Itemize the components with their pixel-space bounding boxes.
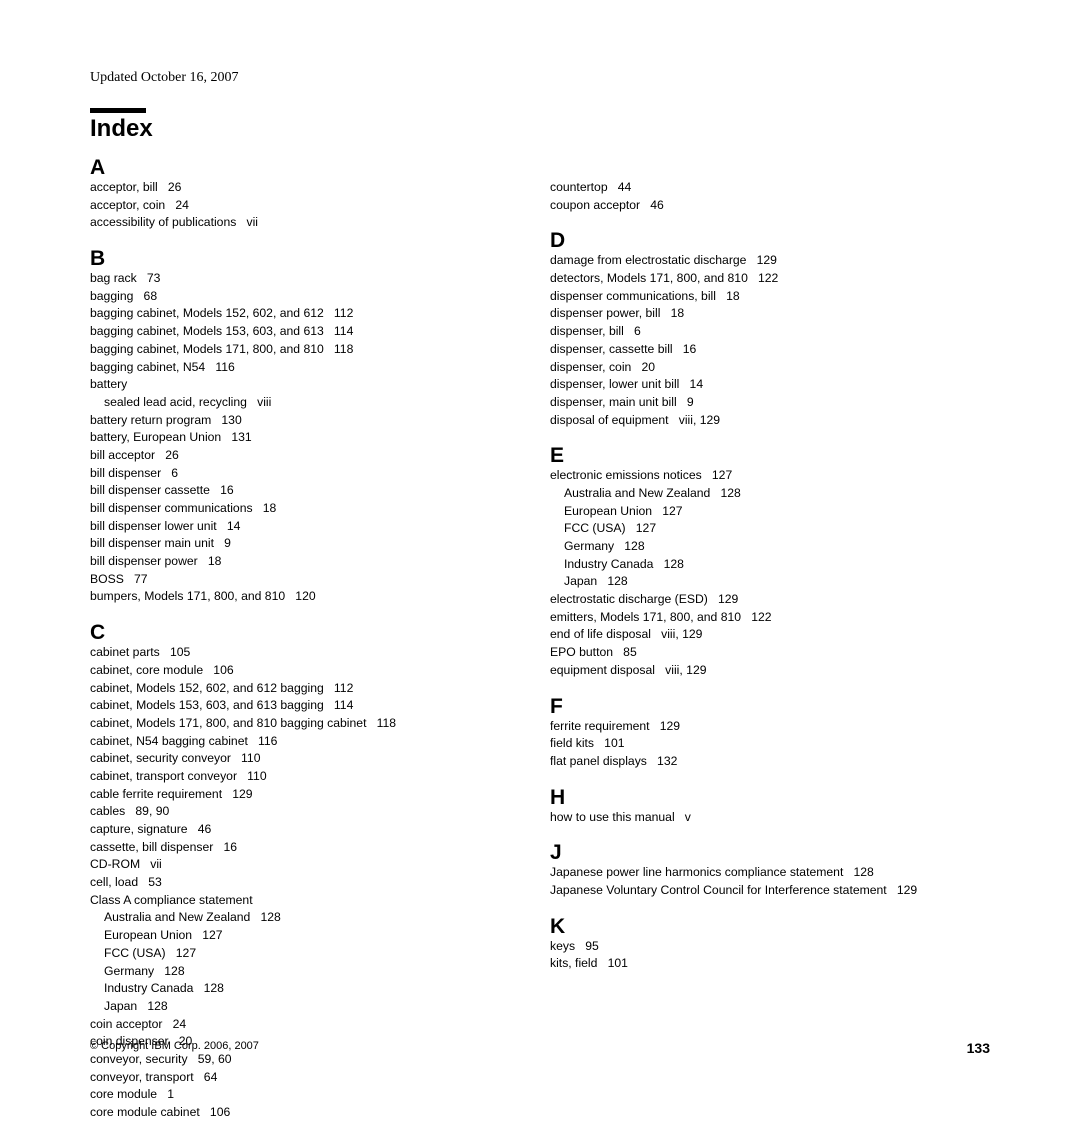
index-page: Updated October 16, 2007 Index Aacceptor… [90, 70, 990, 1122]
index-entry: conveyor, transport 64 [90, 1069, 500, 1087]
section-letter: E [550, 445, 960, 466]
index-entry: coupon acceptor 46 [550, 197, 960, 215]
index-entry: cable ferrite requirement 129 [90, 786, 500, 804]
index-entry: bagging cabinet, N54 116 [90, 359, 500, 377]
index-entry: cabinet, N54 bagging cabinet 116 [90, 733, 500, 751]
index-entry: flat panel displays 132 [550, 753, 960, 771]
index-entry: Australia and New Zealand 128 [90, 909, 500, 927]
index-entry: cabinet parts 105 [90, 644, 500, 662]
index-entry: dispenser, cassette bill 16 [550, 341, 960, 359]
index-entry: dispenser power, bill 18 [550, 305, 960, 323]
index-entry: capture, signature 46 [90, 821, 500, 839]
index-entry: bill dispenser communications 18 [90, 500, 500, 518]
index-entry: coin acceptor 24 [90, 1016, 500, 1034]
index-columns: Aacceptor, bill 26acceptor, coin 24acces… [90, 157, 990, 1122]
index-entry: cassette, bill dispenser 16 [90, 839, 500, 857]
index-column-1: Aacceptor, bill 26acceptor, coin 24acces… [90, 157, 500, 1122]
index-entry: dispenser, lower unit bill 14 [550, 376, 960, 394]
section-letter: B [90, 248, 500, 269]
index-entry: cabinet, Models 171, 800, and 810 baggin… [90, 715, 500, 733]
index-entry: how to use this manual v [550, 809, 960, 827]
index-entry: bill dispenser 6 [90, 465, 500, 483]
section-letter: K [550, 916, 960, 937]
index-entry: bagging cabinet, Models 171, 800, and 81… [90, 341, 500, 359]
index-entry: Germany 128 [90, 963, 500, 981]
index-entry: cabinet, core module 106 [90, 662, 500, 680]
section-letter: F [550, 696, 960, 717]
index-entry: bill dispenser lower unit 14 [90, 518, 500, 536]
index-entry: European Union 127 [90, 927, 500, 945]
index-entry: bag rack 73 [90, 270, 500, 288]
index-entry: core module cabinet 106 [90, 1104, 500, 1122]
index-entry: kits, field 101 [550, 955, 960, 973]
index-entry: cables 89, 90 [90, 803, 500, 821]
index-rule [90, 108, 146, 113]
index-entry: FCC (USA) 127 [90, 945, 500, 963]
index-entry: Japanese power line harmonics compliance… [550, 864, 960, 882]
index-entry: dispenser, main unit bill 9 [550, 394, 960, 412]
index-entry: cabinet, transport conveyor 110 [90, 768, 500, 786]
index-entry: Japanese Voluntary Control Council for I… [550, 882, 960, 900]
index-entry: battery [90, 376, 500, 394]
index-entry: electronic emissions notices 127 [550, 467, 960, 485]
index-entry: Japan 128 [550, 573, 960, 591]
index-entry: Australia and New Zealand 128 [550, 485, 960, 503]
index-entry: countertop 44 [550, 179, 960, 197]
index-entry: sealed lead acid, recycling viii [90, 394, 500, 412]
index-entry: bagging cabinet, Models 152, 602, and 61… [90, 305, 500, 323]
index-entry: cabinet, Models 153, 603, and 613 baggin… [90, 697, 500, 715]
page-footer: © Copyright IBM Corp. 2006, 2007 133 [90, 1040, 990, 1056]
index-entry: FCC (USA) 127 [550, 520, 960, 538]
index-entry: ferrite requirement 129 [550, 718, 960, 736]
section-letter: C [90, 622, 500, 643]
index-title: Index [90, 115, 990, 143]
section-letter: D [550, 230, 960, 251]
index-entry: bill acceptor 26 [90, 447, 500, 465]
index-entry: damage from electrostatic discharge 129 [550, 252, 960, 270]
index-entry: Industry Canada 128 [90, 980, 500, 998]
index-entry: cabinet, security conveyor 110 [90, 750, 500, 768]
index-entry: equipment disposal viii, 129 [550, 662, 960, 680]
section-letter: J [550, 842, 960, 863]
index-entry: bill dispenser power 18 [90, 553, 500, 571]
index-entry: bagging cabinet, Models 153, 603, and 61… [90, 323, 500, 341]
index-entry: battery return program 130 [90, 412, 500, 430]
index-column-2: countertop 44coupon acceptor 46 Ddamage f… [550, 157, 960, 1122]
index-entry: core module 1 [90, 1086, 500, 1104]
page-number: 133 [967, 1040, 990, 1056]
index-entry: end of life disposal viii, 129 [550, 626, 960, 644]
index-entry: dispenser, coin 20 [550, 359, 960, 377]
index-entry: dispenser communications, bill 18 [550, 288, 960, 306]
index-entry: disposal of equipment viii, 129 [550, 412, 960, 430]
index-entry: bill dispenser main unit 9 [90, 535, 500, 553]
index-entry: bagging 68 [90, 288, 500, 306]
index-entry: keys 95 [550, 938, 960, 956]
index-entry: cabinet, Models 152, 602, and 612 baggin… [90, 680, 500, 698]
index-entry: acceptor, coin 24 [90, 197, 500, 215]
index-entry: accessibility of publications vii [90, 214, 500, 232]
updated-date: Updated October 16, 2007 [90, 70, 990, 86]
index-entry: Industry Canada 128 [550, 556, 960, 574]
section-letter: A [90, 157, 500, 178]
index-entry: emitters, Models 171, 800, and 810 122 [550, 609, 960, 627]
index-entry: field kits 101 [550, 735, 960, 753]
index-entry: bumpers, Models 171, 800, and 810 120 [90, 588, 500, 606]
index-entry: battery, European Union 131 [90, 429, 500, 447]
section-letter: H [550, 787, 960, 808]
index-entry: dispenser, bill 6 [550, 323, 960, 341]
index-entry: BOSS 77 [90, 571, 500, 589]
index-entry: European Union 127 [550, 503, 960, 521]
copyright-text: © Copyright IBM Corp. 2006, 2007 [90, 1040, 259, 1056]
index-entry: EPO button 85 [550, 644, 960, 662]
index-entry: CD-ROM vii [90, 856, 500, 874]
index-entry: Japan 128 [90, 998, 500, 1016]
index-entry: electrostatic discharge (ESD) 129 [550, 591, 960, 609]
index-entry: Germany 128 [550, 538, 960, 556]
index-entry: cell, load 53 [90, 874, 500, 892]
index-entry: detectors, Models 171, 800, and 810 122 [550, 270, 960, 288]
index-entry: acceptor, bill 26 [90, 179, 500, 197]
index-entry: bill dispenser cassette 16 [90, 482, 500, 500]
index-entry: Class A compliance statement [90, 892, 500, 910]
